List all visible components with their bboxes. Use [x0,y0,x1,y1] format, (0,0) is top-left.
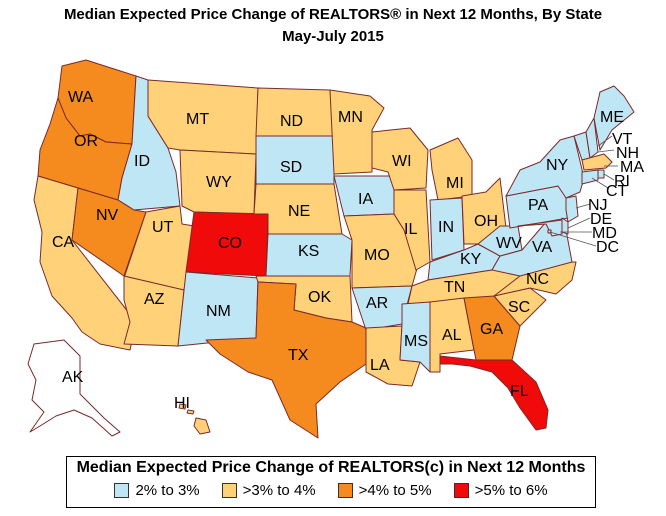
label-AK: AK [62,369,84,386]
state-TX[interactable] [205,281,367,439]
label-NV: NV [96,207,119,224]
label-CA: CA [52,234,75,251]
label-MA: MA [620,159,644,176]
map-legend: Median Expected Price Change of REALTORS… [66,456,596,508]
state-KS[interactable] [265,233,353,277]
label-NJ: NJ [588,197,608,214]
label-KS: KS [298,243,319,260]
label-LA: LA [370,357,390,374]
legend-items: 2% to 3% >3% to 4% >4% to 5% >5% to 6% [67,482,595,499]
legend-item-c4: >5% to 6% [453,482,548,499]
label-OR: OR [74,133,98,150]
label-TX: TX [288,347,309,364]
label-UT: UT [152,219,174,236]
label-TN: TN [444,279,465,296]
state-WI[interactable] [371,127,429,191]
label-NC: NC [526,271,549,288]
label-GA: GA [480,321,503,338]
label-NE: NE [288,203,310,220]
label-WA: WA [68,89,94,106]
state-RI[interactable] [597,169,605,179]
label-WV: WV [496,235,522,252]
label-AR: AR [366,295,388,312]
label-NM: NM [206,303,231,320]
legend-label-c1: 2% to 3% [135,482,200,499]
map-title-line1: Median Expected Price Change of REALTORS… [63,6,603,23]
state-HI-islet-1 [178,403,187,410]
label-IN: IN [438,219,454,236]
label-VA: VA [532,239,552,256]
state-HI-islet-2 [186,409,195,415]
label-MI: MI [446,175,464,192]
label-DE: DE [590,211,612,228]
label-SD: SD [280,159,302,176]
label-MO: MO [364,247,390,264]
state-HI[interactable] [193,417,211,435]
label-OK: OK [308,289,331,306]
legend-swatch-c4 [453,483,469,498]
state-WV[interactable] [477,225,523,257]
label-MN: MN [338,109,363,126]
state-CT[interactable] [581,169,599,185]
label-IA: IA [358,191,373,208]
state-ME[interactable] [593,85,635,151]
label-NY: NY [546,157,569,174]
label-NH: NH [616,145,639,162]
state-AK[interactable] [27,339,121,437]
label-RI: RI [614,173,630,190]
label-SC: SC [508,299,530,316]
state-IL[interactable] [393,189,431,271]
label-KY: KY [460,251,482,268]
label-CT: CT [606,183,628,200]
label-FL: FL [510,383,529,400]
label-MS: MS [404,333,428,350]
label-leader-lines [549,135,618,247]
label-PA: PA [528,197,548,214]
label-AZ: AZ [144,291,165,308]
state-MN[interactable] [329,89,385,175]
label-ME: ME [600,109,624,126]
label-WY: WY [206,174,232,191]
label-HI: HI [174,395,190,412]
legend-label-c3: >4% to 5% [358,482,432,499]
label-OH: OH [474,213,498,230]
state-FL[interactable] [439,355,549,431]
label-DC: DC [596,239,619,256]
label-CO: CO [218,235,242,252]
label-ND: ND [280,113,303,130]
label-VT: VT [612,131,633,148]
legend-swatch-c2 [221,483,237,498]
state-NJ[interactable] [565,195,579,223]
label-ID: ID [134,153,150,170]
map-title-line2: May-July 2015 [282,28,384,45]
legend-label-c4: >5% to 6% [474,482,548,499]
legend-item-c1: 2% to 3% [114,482,200,499]
label-AL: AL [442,327,462,344]
legend-swatch-c1 [114,483,130,498]
label-MT: MT [186,111,209,128]
legend-label-c2: >3% to 4% [242,482,316,499]
map-title: Median Expected Price Change of REALTORS… [0,4,666,48]
state-NY[interactable] [505,135,585,199]
label-MD: MD [592,225,617,242]
legend-item-c2: >3% to 4% [221,482,316,499]
label-WI: WI [392,153,412,170]
legend-title: Median Expected Price Change of REALTORS… [76,459,586,476]
legend-item-c3: >4% to 5% [337,482,432,499]
label-IL: IL [404,221,417,238]
legend-swatch-c3 [337,483,353,498]
